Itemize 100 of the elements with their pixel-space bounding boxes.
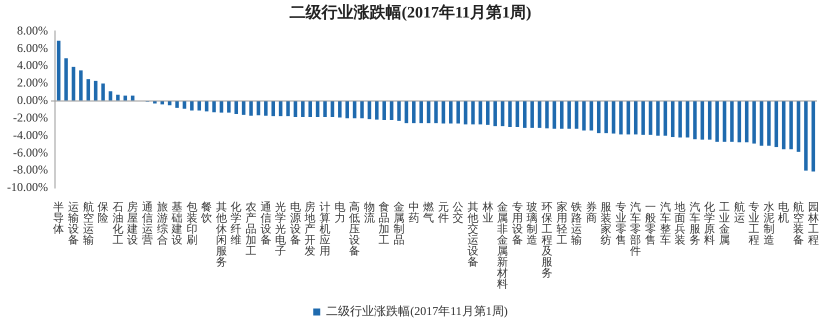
- x-tick-label: 保险: [98, 201, 109, 224]
- bar: [812, 101, 816, 172]
- bar: [686, 101, 690, 138]
- bar: [730, 101, 734, 142]
- x-tick-label: 地面兵装: [674, 200, 686, 246]
- x-tick-label: 券商: [586, 200, 597, 224]
- x-tick-label: 汽车整车: [660, 201, 671, 246]
- bar: [744, 101, 748, 142]
- x-tick-label: 环保工程及服务: [541, 201, 552, 280]
- x-tick-label: 专用设备: [512, 200, 523, 246]
- x-tick-label: 工业金属: [719, 201, 730, 246]
- bar: [160, 101, 164, 104]
- x-tick-label: 旅游综合: [156, 200, 168, 246]
- x-tick-label: 房屋建设: [126, 200, 138, 246]
- chart-title: 二级行业涨跌幅(2017年11月第1周): [290, 4, 532, 22]
- bar: [538, 101, 542, 128]
- bar: [715, 101, 719, 142]
- bar: [190, 101, 194, 110]
- x-tick-label: 农产品加工: [246, 201, 257, 258]
- x-tick-label: 园林工程: [806, 201, 819, 246]
- bar: [782, 101, 786, 150]
- bar: [79, 70, 83, 100]
- bar: [664, 101, 668, 136]
- bar: [116, 94, 120, 100]
- y-tick-label: -8.00%: [12, 162, 48, 177]
- bar: [700, 101, 704, 140]
- bar: [796, 101, 800, 152]
- x-tick-label: 汽车服务: [689, 201, 700, 246]
- bar: [678, 101, 682, 138]
- x-tick-label: 基础建设: [170, 200, 183, 246]
- bar: [234, 101, 238, 114]
- x-tick-label: 食品加工: [378, 201, 390, 246]
- x-tick-label: 航空运输: [82, 200, 94, 246]
- bar: [478, 101, 482, 124]
- bar: [124, 96, 128, 100]
- bar: [656, 101, 660, 136]
- bar: [294, 101, 298, 118]
- x-tick-label: 运输设备: [68, 200, 79, 246]
- bar: [523, 101, 527, 128]
- bar: [397, 101, 401, 121]
- x-tick-label: 半导体: [53, 200, 64, 236]
- x-tick-label: 电机: [778, 200, 790, 224]
- bar: [596, 101, 601, 134]
- bar: [486, 101, 490, 125]
- x-tick-label: 计算机应用: [320, 200, 331, 258]
- bar: [567, 101, 571, 129]
- x-tick-label: 金属非金属新材料: [496, 201, 508, 290]
- bar: [264, 101, 268, 116]
- bar: [619, 101, 623, 134]
- x-tick-label: 金属制品: [394, 201, 405, 246]
- y-tick-label: -4.00%: [12, 128, 48, 142]
- x-tick-label: 其他交运设备: [467, 200, 478, 268]
- bar: [64, 58, 68, 100]
- bar: [738, 101, 742, 142]
- y-tick-label: -10.00%: [6, 180, 48, 194]
- x-tick-label: 航运: [734, 200, 745, 224]
- bar: [804, 101, 808, 171]
- x-tick-label: 铁路运输: [570, 201, 582, 246]
- x-tick-label: 石油化工: [112, 201, 124, 246]
- bar: [227, 101, 231, 113]
- y-tick-label: -2.00%: [12, 110, 48, 124]
- bar: [330, 101, 334, 118]
- bar: [286, 101, 290, 116]
- x-tick-label: 专业零售: [615, 200, 626, 246]
- x-tick-label: 光学光电子: [275, 200, 286, 258]
- bar: [508, 101, 512, 128]
- bar: [670, 101, 675, 138]
- x-tick-label: 包装印刷: [186, 201, 198, 246]
- bar: [271, 101, 276, 116]
- bar: [471, 101, 475, 124]
- bar: [175, 101, 179, 108]
- bar: [72, 66, 76, 100]
- bar: [368, 101, 372, 120]
- x-tick-label: 公交: [452, 201, 464, 224]
- bar: [316, 101, 320, 118]
- bar: [708, 101, 712, 140]
- x-tick-label: 电源设备: [290, 200, 301, 246]
- bar: [404, 101, 408, 124]
- bar: [493, 101, 497, 126]
- bar: [323, 101, 327, 118]
- bar: [774, 101, 778, 148]
- y-tick-label: 6.00%: [16, 40, 48, 55]
- bar: [301, 101, 305, 118]
- bar: [648, 101, 652, 135]
- bar: [256, 101, 260, 116]
- bar: [641, 101, 645, 135]
- x-tick-label: 其他休闲服务: [216, 200, 227, 268]
- y-tick-label: 4.00%: [16, 58, 48, 72]
- bar: [130, 96, 134, 100]
- x-tick-label: 玻璃制造: [526, 200, 538, 246]
- bar: [419, 101, 423, 124]
- x-tick-label: 房地产开发: [304, 200, 316, 258]
- x-tick-label: 专业工程: [748, 200, 760, 246]
- legend-label: 二级行业涨跌幅(2017年11月第1周): [326, 304, 508, 318]
- x-tick-label: 化学原料: [704, 201, 716, 246]
- y-tick-label: -6.00%: [12, 145, 48, 160]
- bar: [412, 101, 416, 124]
- bar: [789, 101, 793, 150]
- bar: [626, 101, 630, 134]
- x-tick-label: 物流: [364, 201, 375, 224]
